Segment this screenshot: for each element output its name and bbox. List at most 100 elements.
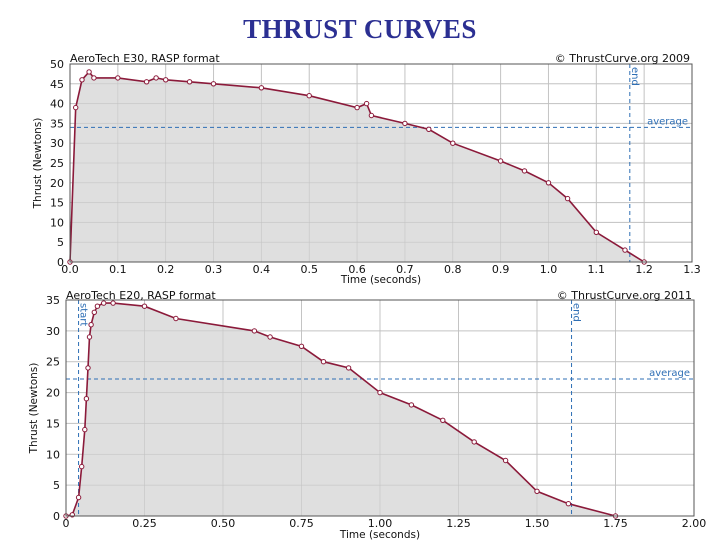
data-point [345, 365, 352, 371]
y-tick-label: 45 [50, 78, 64, 91]
data-point [173, 315, 179, 322]
data-point [91, 309, 98, 315]
data-point [502, 457, 509, 464]
data-point [368, 112, 375, 119]
data-point [354, 104, 360, 111]
x-tick-label: 0.50 [211, 517, 236, 530]
data-point [440, 417, 446, 423]
chart-header-left: AeroTech E20, RASP format [66, 289, 216, 302]
data-point [298, 343, 305, 349]
data-point [86, 334, 93, 340]
x-axis-label: Time (seconds) [340, 274, 421, 286]
x-tick-label: 2.00 [682, 517, 707, 530]
data-point [88, 322, 94, 328]
data-point [521, 168, 528, 174]
data-point [101, 300, 107, 306]
x-tick-label: 0.2 [157, 263, 175, 276]
thrust-curve-line [65, 302, 616, 517]
average-label: average [647, 116, 688, 127]
data-point [320, 359, 327, 365]
plot-border [65, 299, 695, 517]
x-tick-label: 0.0 [61, 263, 79, 276]
data-point [258, 85, 265, 91]
chart-header-right: © ThrustCurve.org 2011 [557, 289, 692, 302]
data-point [79, 463, 85, 470]
x-tick-label: 1.25 [446, 517, 471, 530]
data-point [426, 126, 432, 133]
x-tick-label: 0.1 [109, 263, 127, 276]
y-tick-label: 35 [50, 117, 64, 130]
data-point [85, 365, 91, 371]
x-tick-label: 0.5 [300, 263, 318, 276]
average-label: average [649, 368, 690, 379]
data-point [267, 334, 273, 340]
data-point [86, 69, 92, 75]
data-point [75, 494, 82, 501]
x-tick-label: 1.00 [368, 517, 393, 530]
y-tick-label: 15 [46, 417, 60, 430]
x-tick-label: 0.6 [348, 263, 366, 276]
y-tick-label: 20 [46, 387, 60, 400]
x-tick-label: 0.9 [492, 263, 510, 276]
x-tick-label: 1.3 [683, 263, 701, 276]
data-point [545, 180, 552, 186]
chart-header-right: © ThrustCurve.org 2009 [555, 52, 690, 65]
x-tick-label: 1.0 [540, 263, 558, 276]
data-point [186, 79, 193, 85]
data-point [251, 328, 258, 334]
y-tick-label: 10 [50, 216, 64, 229]
chart-1: average end 0.0 0.1 0.2 0.3 0.4 0.5 0.6 0.7 0.8 0.9… [32, 52, 701, 286]
y-tick-label: 40 [50, 98, 64, 111]
x-axis-label: Time (seconds) [339, 529, 420, 540]
x-tick-label: 0.7 [396, 263, 414, 276]
data-point [83, 396, 90, 402]
y-tick-label: 25 [46, 356, 60, 369]
x-tick-label: 0.4 [253, 263, 271, 276]
x-tick-label: 1.1 [588, 263, 606, 276]
x-tick-label: 1.2 [635, 263, 653, 276]
y-tick-label: 25 [50, 157, 64, 170]
data-point [534, 488, 540, 494]
data-point [450, 140, 456, 146]
data-point [565, 501, 572, 507]
thrust-area [66, 303, 616, 516]
data-point [163, 77, 169, 83]
x-tick-label: 1.75 [603, 517, 628, 530]
data-point [141, 303, 148, 309]
data-point [73, 104, 79, 111]
plot-border [69, 63, 693, 263]
data-point [91, 75, 97, 81]
y-tick-label: 10 [46, 448, 60, 461]
data-point [402, 120, 408, 127]
thrust-curve-line [69, 70, 645, 263]
x-tick-label: 1.50 [525, 517, 550, 530]
y-tick-label: 30 [50, 137, 64, 150]
data-point [143, 79, 150, 85]
y-tick-label: 0 [53, 510, 60, 523]
data-point [497, 158, 504, 164]
data-point [363, 100, 370, 107]
x-tick-label: 0.25 [132, 517, 157, 530]
data-point [377, 389, 383, 396]
y-tick-label: 0 [57, 256, 64, 269]
x-tick-label: 0.8 [444, 263, 462, 276]
data-point [593, 229, 599, 236]
y-axis-label: Thrust (Newtons) [32, 118, 44, 210]
y-tick-label: 20 [50, 177, 64, 190]
data-point [94, 303, 101, 309]
data-point [622, 247, 628, 253]
chart-header-left: AeroTech E30, RASP format [70, 52, 220, 65]
x-tick-label: 0.75 [289, 517, 314, 530]
y-tick-label: 30 [46, 325, 60, 338]
data-point [564, 195, 571, 202]
slide-title: THRUST CURVES [243, 14, 477, 44]
x-tick-label: 0.3 [205, 263, 223, 276]
data-point [115, 75, 121, 81]
end-marker-label: end [629, 67, 640, 86]
y-tick-label: 15 [50, 197, 64, 210]
data-point [110, 300, 116, 306]
start-marker-label: start [78, 303, 89, 326]
data-point [210, 81, 217, 87]
data-point [408, 402, 415, 408]
